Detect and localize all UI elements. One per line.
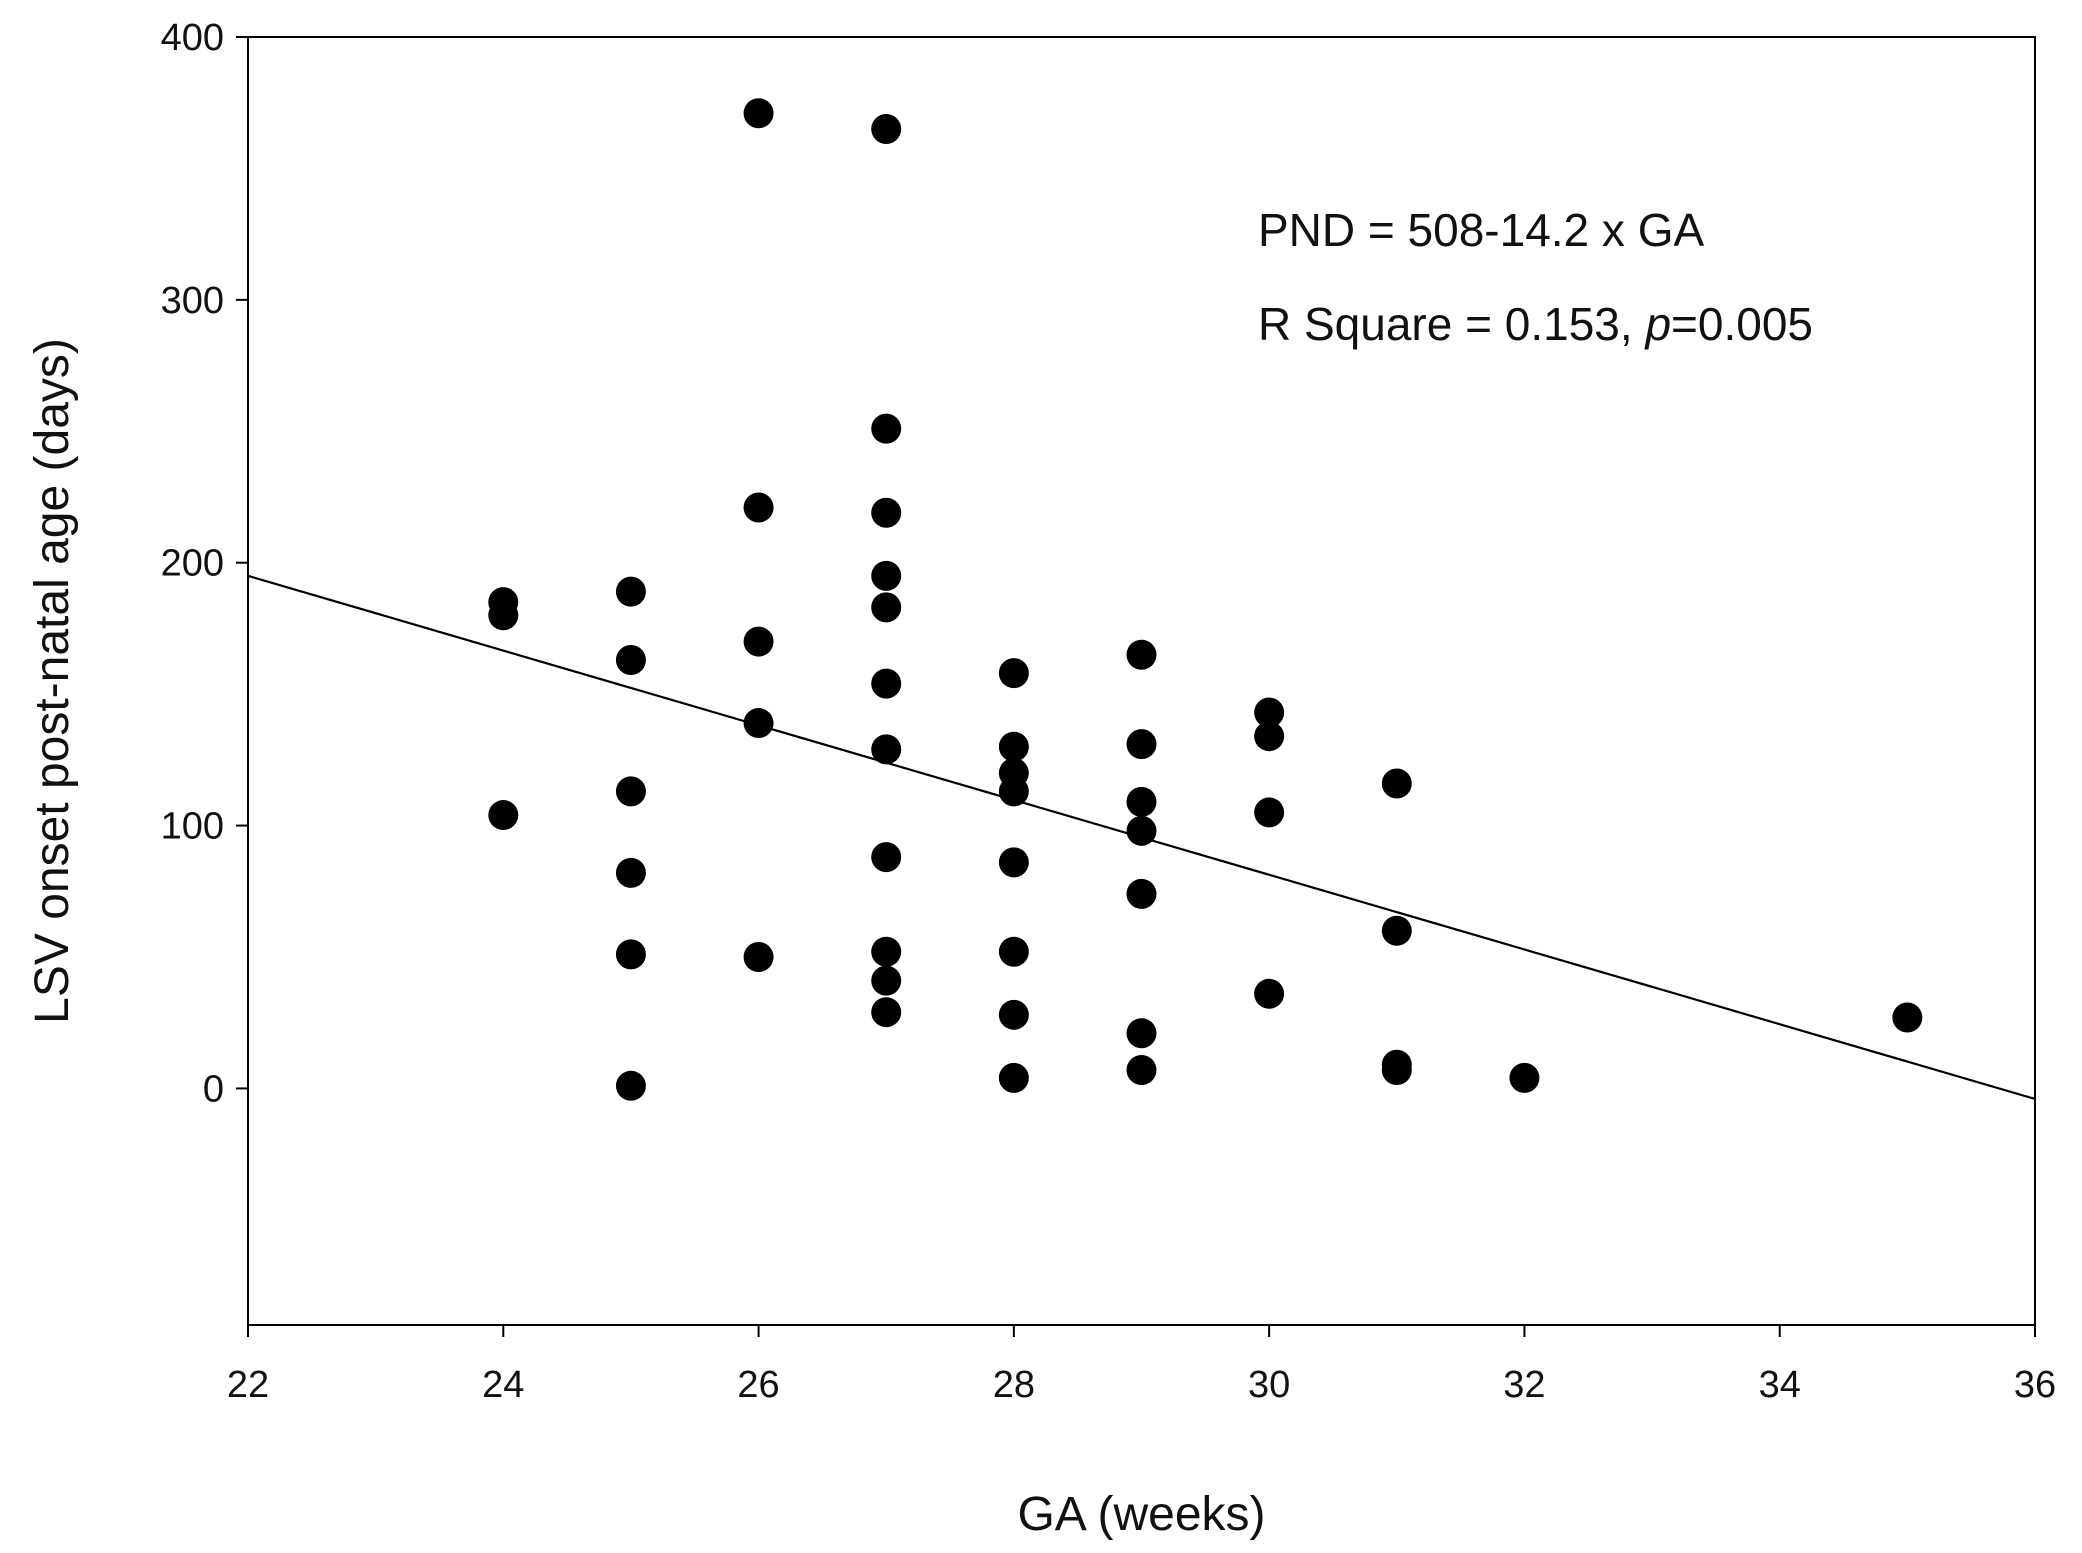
data-point xyxy=(998,847,1029,878)
data-point xyxy=(615,1070,646,1101)
p-value: =0.005 xyxy=(1671,298,1813,350)
data-point xyxy=(615,644,646,675)
data-point xyxy=(1126,639,1157,670)
data-point xyxy=(743,942,774,972)
data-point xyxy=(743,492,774,523)
data-point xyxy=(1254,978,1285,1009)
data-point xyxy=(871,592,902,623)
x-tick-label: 32 xyxy=(1503,1364,1545,1406)
data-point xyxy=(998,1062,1029,1093)
data-point xyxy=(1254,797,1285,828)
data-point xyxy=(615,857,646,888)
x-tick-label: 24 xyxy=(482,1364,524,1406)
data-point xyxy=(998,936,1029,967)
data-point xyxy=(871,734,902,765)
y-tick-label: 200 xyxy=(161,543,224,585)
y-tick-label: 100 xyxy=(161,806,224,848)
data-points xyxy=(488,98,1923,1101)
data-point xyxy=(871,668,902,699)
r-square-annotation: R Square = 0.153, p=0.005 xyxy=(1258,298,1813,350)
data-point xyxy=(871,997,902,1028)
p-symbol: p xyxy=(1643,298,1671,350)
plot-area-border xyxy=(247,36,2036,1326)
data-point xyxy=(1126,1018,1157,1049)
x-tick-label: 34 xyxy=(1759,1364,1801,1406)
data-point xyxy=(1126,786,1157,817)
x-tick-label: 30 xyxy=(1248,1364,1290,1406)
data-point xyxy=(615,939,646,970)
x-tick-label: 36 xyxy=(2014,1364,2056,1406)
data-point xyxy=(871,965,902,996)
data-point xyxy=(1254,697,1285,728)
data-point xyxy=(1126,1055,1157,1086)
data-point xyxy=(1381,1055,1412,1086)
y-tick-label: 300 xyxy=(161,280,224,322)
data-point xyxy=(615,776,646,807)
y-tick-label: 0 xyxy=(203,1068,224,1110)
data-point xyxy=(871,497,902,528)
x-axis-title: GA (weeks) xyxy=(1017,1488,1265,1541)
data-point xyxy=(998,776,1029,807)
data-point xyxy=(998,658,1029,689)
data-point xyxy=(871,560,902,591)
x-tick-label: 26 xyxy=(737,1364,779,1406)
data-point xyxy=(998,731,1029,762)
y-axis-title: LSV onset post-natal age (days) xyxy=(26,338,79,1024)
x-axis-ticks: 22 24 26 28 30 32 34 36 xyxy=(227,1325,2056,1406)
x-tick-label: 22 xyxy=(227,1364,269,1406)
data-point xyxy=(1892,1002,1923,1033)
y-axis-ticks: 0 100 200 300 400 xyxy=(161,17,248,1110)
y-tick-label: 400 xyxy=(161,17,224,59)
data-point xyxy=(743,626,774,657)
data-point xyxy=(488,600,519,631)
data-point xyxy=(1126,878,1157,909)
x-tick-label: 28 xyxy=(993,1364,1035,1406)
plot-frame xyxy=(247,36,2036,1326)
data-point xyxy=(871,842,902,873)
data-point xyxy=(1509,1062,1540,1093)
data-point xyxy=(871,936,902,967)
data-point xyxy=(1254,721,1285,752)
data-point xyxy=(998,999,1029,1030)
data-point xyxy=(743,98,774,129)
regression-equation: PND = 508-14.2 x GA xyxy=(1258,204,1704,256)
data-point xyxy=(1126,729,1157,760)
data-point xyxy=(743,708,774,739)
data-point xyxy=(488,800,519,831)
data-point xyxy=(615,576,646,607)
data-point xyxy=(1381,768,1412,799)
data-point xyxy=(871,413,902,444)
data-point xyxy=(1381,915,1412,946)
r-square-prefix: R Square = 0.153, xyxy=(1258,298,1645,350)
data-point xyxy=(1126,815,1157,846)
data-point xyxy=(871,114,902,144)
